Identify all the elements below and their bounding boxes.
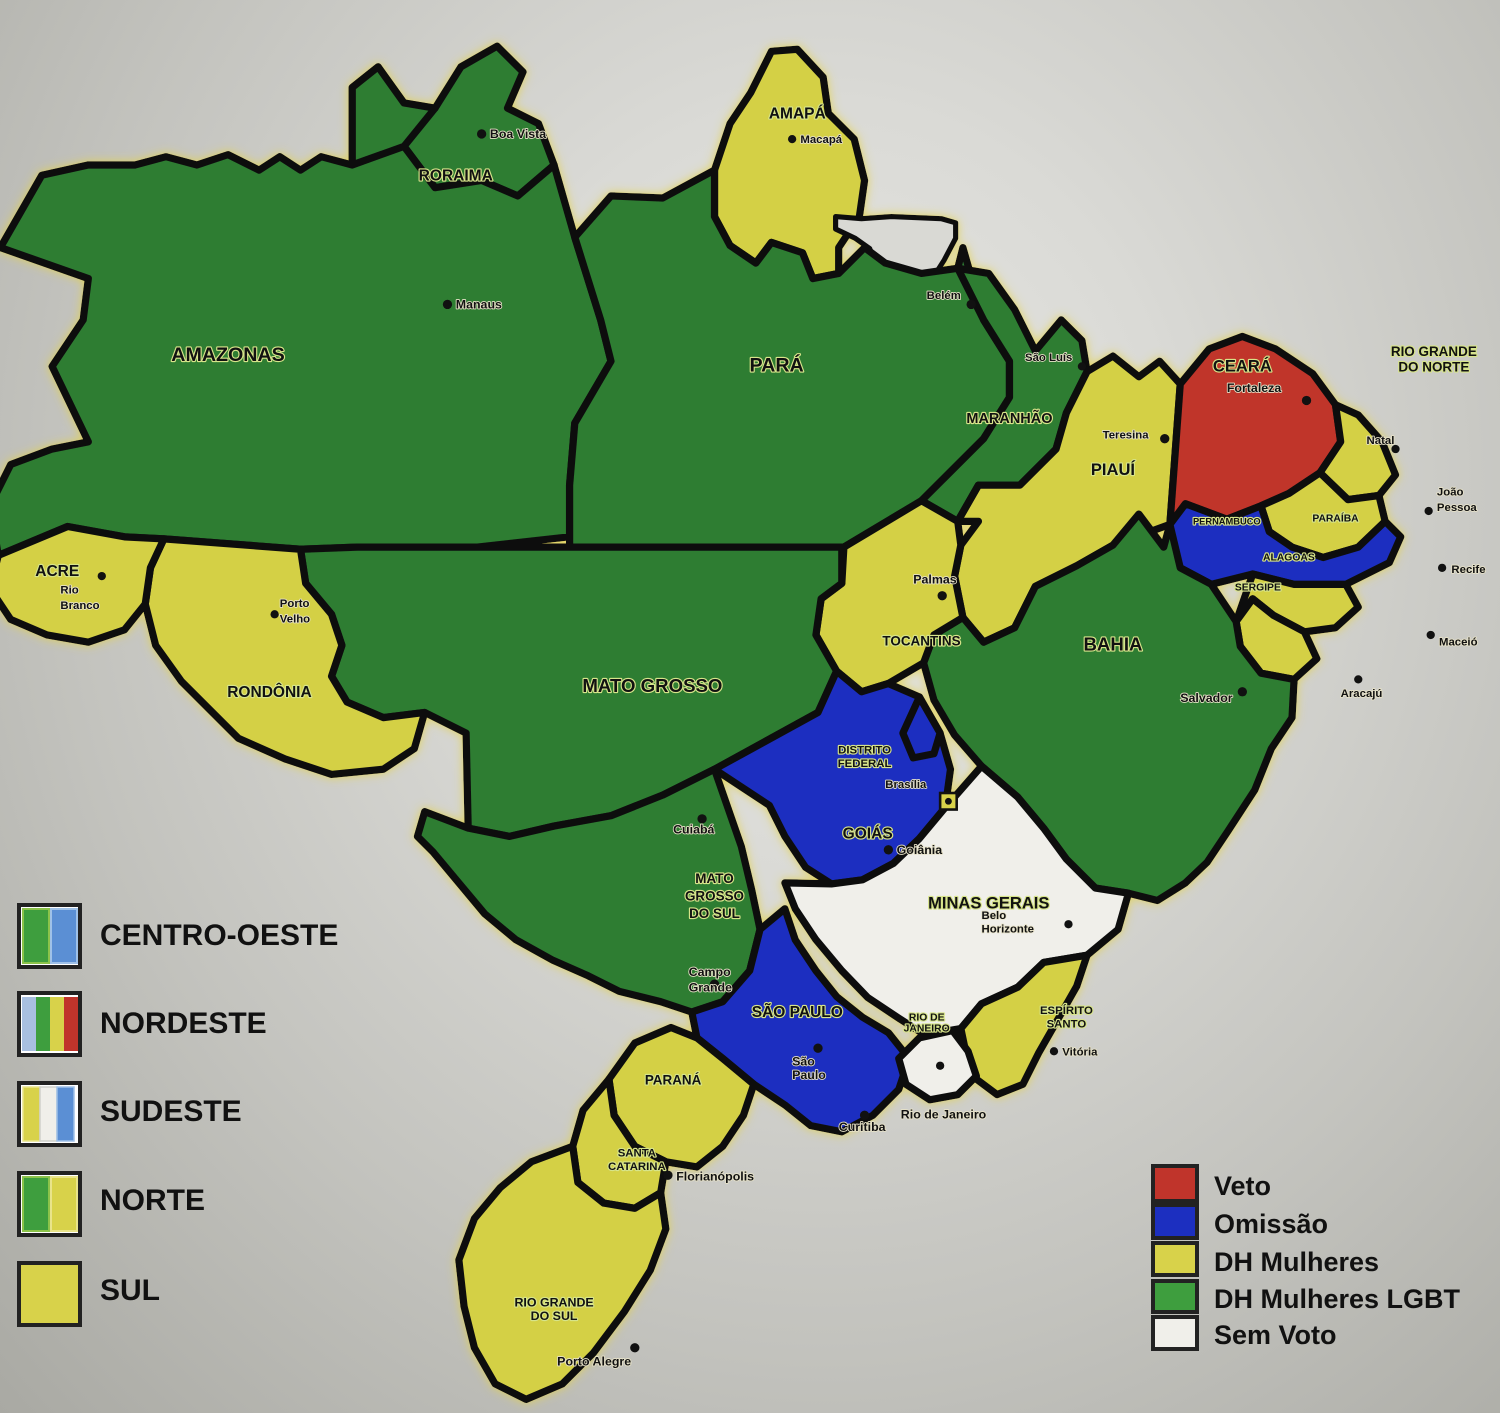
- svg-text:SUDESTE: SUDESTE: [100, 1095, 242, 1128]
- svg-text:AMAZONAS: AMAZONAS: [171, 344, 285, 366]
- svg-text:São: São: [792, 1055, 815, 1069]
- svg-text:Salvador: Salvador: [1180, 691, 1233, 705]
- svg-text:Pessoa: Pessoa: [1437, 502, 1478, 514]
- svg-text:FEDERAL: FEDERAL: [838, 758, 892, 770]
- svg-text:DISTRITO: DISTRITO: [838, 745, 891, 757]
- svg-text:MARANHÃO: MARANHÃO: [966, 409, 1052, 427]
- svg-text:NORTE: NORTE: [100, 1184, 205, 1217]
- svg-text:GROSSO: GROSSO: [685, 888, 744, 903]
- svg-text:MATO GROSSO: MATO GROSSO: [582, 675, 722, 696]
- svg-text:SANTO: SANTO: [1047, 1019, 1087, 1031]
- svg-text:Teresina: Teresina: [1103, 430, 1150, 442]
- svg-text:SERGIPE: SERGIPE: [1235, 583, 1281, 594]
- svg-text:PARAÍBA: PARAÍBA: [1312, 511, 1359, 524]
- svg-text:DO SUL: DO SUL: [531, 1309, 578, 1323]
- svg-text:Grande: Grande: [689, 980, 733, 994]
- svg-text:Paulo: Paulo: [792, 1068, 826, 1082]
- svg-text:Sem Voto: Sem Voto: [1214, 1320, 1337, 1350]
- svg-text:Maceió: Maceió: [1439, 636, 1478, 648]
- svg-text:Goiânia: Goiânia: [897, 843, 943, 857]
- svg-text:RIO DE: RIO DE: [909, 1012, 945, 1023]
- svg-text:DO SUL: DO SUL: [689, 906, 740, 921]
- svg-text:Brasília: Brasília: [885, 779, 927, 791]
- svg-text:DH Mulheres: DH Mulheres: [1214, 1247, 1379, 1277]
- svg-text:Florianópolis: Florianópolis: [676, 1169, 754, 1183]
- svg-text:SUL: SUL: [100, 1274, 160, 1307]
- svg-text:CENTRO-OESTE: CENTRO-OESTE: [100, 919, 338, 952]
- svg-text:GOIÁS: GOIÁS: [843, 825, 893, 842]
- svg-text:ALAGOAS: ALAGOAS: [1263, 553, 1315, 564]
- svg-text:NORDESTE: NORDESTE: [100, 1007, 267, 1040]
- svg-text:Rio de Janeiro: Rio de Janeiro: [901, 1107, 987, 1121]
- svg-text:Recife: Recife: [1451, 564, 1485, 576]
- svg-text:Natal: Natal: [1367, 435, 1395, 447]
- svg-text:João: João: [1437, 487, 1464, 499]
- svg-text:RORAIMA: RORAIMA: [419, 167, 493, 184]
- svg-text:São Luís: São Luís: [1025, 352, 1072, 364]
- svg-text:Belo: Belo: [982, 910, 1007, 922]
- svg-text:Omissão: Omissão: [1214, 1209, 1328, 1239]
- svg-text:Branco: Branco: [60, 600, 99, 612]
- svg-text:PERNAMBUCO: PERNAMBUCO: [1193, 516, 1261, 526]
- svg-text:DH Mulheres LGBT: DH Mulheres LGBT: [1214, 1284, 1461, 1314]
- svg-text:JANEIRO: JANEIRO: [904, 1024, 950, 1035]
- svg-text:RIO GRANDE: RIO GRANDE: [514, 1295, 593, 1309]
- svg-text:TOCANTINS: TOCANTINS: [882, 633, 960, 648]
- svg-text:ACRE: ACRE: [35, 563, 79, 580]
- svg-text:Manaus: Manaus: [456, 298, 502, 312]
- svg-text:CATARINA: CATARINA: [608, 1161, 666, 1173]
- svg-text:Porto Alegre: Porto Alegre: [557, 1354, 631, 1368]
- svg-text:Palmas: Palmas: [913, 572, 957, 586]
- svg-text:SÃO PAULO: SÃO PAULO: [752, 1003, 843, 1021]
- svg-text:PIAUÍ: PIAUÍ: [1091, 460, 1136, 479]
- svg-text:Curitiba: Curitiba: [839, 1120, 886, 1134]
- svg-text:Velho: Velho: [280, 614, 310, 626]
- svg-text:Macapá: Macapá: [800, 134, 842, 146]
- svg-text:SANTA: SANTA: [618, 1148, 656, 1160]
- svg-text:Horizonte: Horizonte: [982, 923, 1034, 935]
- svg-text:RIO GRANDE: RIO GRANDE: [1391, 344, 1477, 359]
- svg-text:BAHIA: BAHIA: [1083, 633, 1142, 654]
- svg-text:Campo: Campo: [689, 965, 731, 979]
- svg-text:PARANÁ: PARANÁ: [645, 1072, 702, 1087]
- svg-text:Porto: Porto: [280, 598, 310, 610]
- svg-text:Rio: Rio: [60, 585, 78, 597]
- svg-text:Belém: Belém: [927, 290, 961, 302]
- svg-text:DO NORTE: DO NORTE: [1398, 360, 1469, 375]
- svg-text:CEARÁ: CEARÁ: [1213, 357, 1272, 376]
- svg-text:Veto: Veto: [1214, 1171, 1271, 1201]
- svg-text:Aracajú: Aracajú: [1341, 688, 1383, 700]
- svg-text:Cuiabá: Cuiabá: [673, 822, 714, 836]
- svg-text:Vitória: Vitória: [1062, 1046, 1098, 1058]
- svg-text:AMAPÁ: AMAPÁ: [769, 105, 826, 122]
- svg-text:Boa Vista: Boa Vista: [490, 127, 546, 141]
- svg-text:PARÁ: PARÁ: [749, 354, 803, 377]
- svg-text:MATO: MATO: [695, 871, 733, 886]
- svg-text:RONDÔNIA: RONDÔNIA: [227, 683, 311, 701]
- svg-text:Fortaleza: Fortaleza: [1227, 381, 1282, 395]
- svg-text:ESPÍRITO: ESPÍRITO: [1040, 1004, 1093, 1017]
